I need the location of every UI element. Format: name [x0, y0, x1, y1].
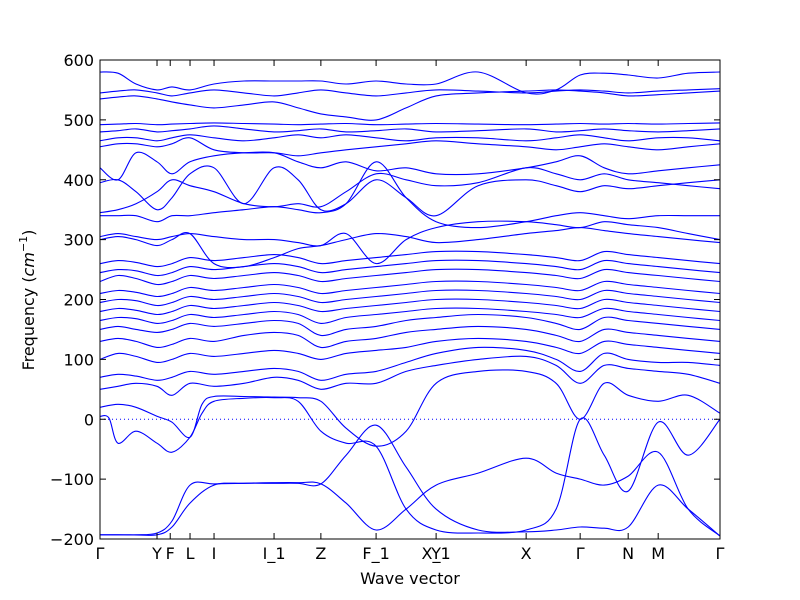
y-tick-label: 100 — [63, 350, 94, 369]
x-tick-label: Y — [430, 544, 441, 563]
band-line-24 — [100, 134, 720, 142]
y-axis-label: Frequency (cm−1) — [17, 230, 38, 371]
series-lines — [100, 71, 720, 537]
x-tick-label: X — [521, 544, 532, 563]
x-tick-label: I_1 — [263, 544, 286, 564]
band-line-7 — [100, 337, 720, 364]
y-tick-label: 600 — [63, 51, 94, 70]
y-tick-label: −100 — [50, 470, 94, 489]
y-tick-label: 500 — [63, 111, 94, 130]
band-line-2 — [100, 424, 720, 537]
x-tick-label: Γ — [576, 544, 585, 563]
x-tick-label: X_1 — [422, 544, 451, 564]
band-line-1 — [100, 450, 720, 537]
band-line-13 — [100, 280, 720, 298]
band-line-6 — [100, 346, 720, 381]
band-line-16 — [100, 250, 720, 268]
band-line-25 — [100, 125, 720, 133]
band-line-14 — [100, 268, 720, 286]
x-tick-label: Γ — [96, 544, 105, 563]
x-axis-label: Wave vector — [360, 569, 460, 588]
x-tick-label: Γ — [716, 544, 725, 563]
band-line-12 — [100, 289, 720, 307]
y-axis-ticks: −200 −100 0 100 200 300 400 500 600 — [50, 51, 720, 549]
x-tick-label: N — [622, 544, 634, 563]
x-tick-label: F — [166, 544, 175, 563]
y-tick-label: 300 — [63, 231, 94, 250]
y-tick-label: 400 — [63, 171, 94, 190]
band-line-11 — [100, 298, 720, 316]
y-tick-label: 200 — [63, 291, 94, 310]
band-line-15 — [100, 259, 720, 277]
band-line-19 — [100, 161, 720, 229]
band-line-9 — [100, 313, 720, 337]
y-tick-label: −200 — [50, 530, 94, 549]
band-line-4 — [100, 369, 720, 447]
band-line-28 — [100, 88, 720, 97]
band-line-22 — [100, 151, 720, 181]
x-tick-label: Y — [151, 544, 162, 563]
band-line-10 — [100, 307, 720, 324]
x-tick-label: I — [212, 544, 217, 563]
band-line-20 — [100, 166, 720, 214]
y-axis-label-prefix: Frequency ( — [19, 276, 38, 370]
band-line-17 — [100, 227, 720, 269]
y-tick-label: 0 — [84, 410, 94, 429]
band-line-21 — [100, 165, 720, 217]
x-tick-label: L — [186, 544, 195, 563]
y-axis-label-suffix: ) — [19, 230, 38, 236]
band-line-3 — [100, 396, 720, 534]
x-axis-ticks: Γ Y F L I I_1 Z F_1 YX_1 X Γ N M Γ — [96, 60, 725, 564]
y-axis-label-exp: −1 — [17, 236, 30, 252]
x-tick-label: M — [651, 544, 665, 563]
band-line-26 — [100, 122, 720, 126]
x-tick-label: Z — [315, 544, 326, 563]
band-line-29 — [100, 71, 720, 95]
band-line-8 — [100, 325, 720, 349]
y-axis-label-unit: cm — [19, 252, 38, 276]
band-line-27 — [100, 89, 720, 121]
band-line-23 — [100, 137, 720, 157]
x-tick-label: F_1 — [362, 544, 389, 564]
band-line-18 — [100, 220, 720, 265]
band-line-5 — [100, 355, 720, 396]
